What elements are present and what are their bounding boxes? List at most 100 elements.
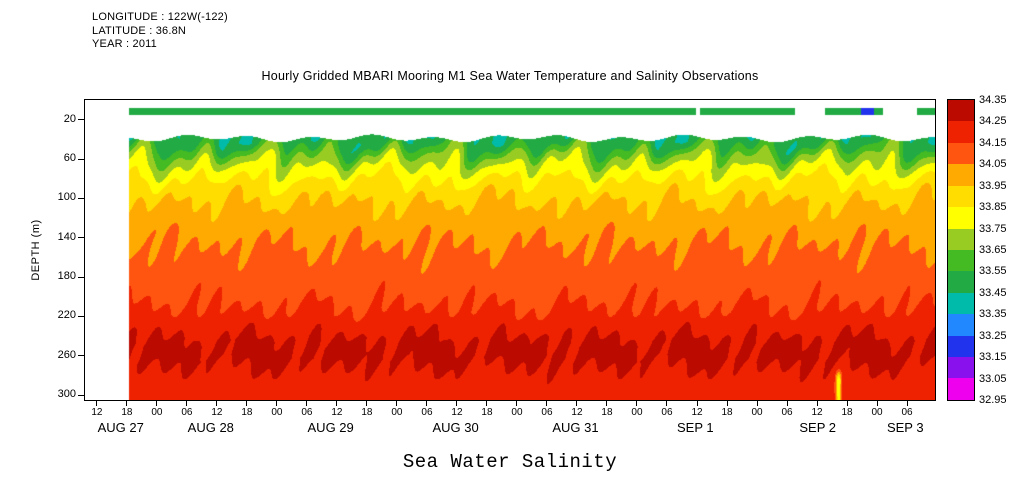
x-tick-mark [666, 401, 668, 406]
x-tick-mark [696, 401, 698, 406]
x-tick-mark [486, 401, 488, 406]
x-tick-label: 06 [781, 407, 793, 418]
x-date-label: AUG 29 [307, 420, 354, 435]
x-tick-mark [576, 401, 578, 406]
colorbar-tick-label: 32.95 [979, 394, 1007, 406]
x-tick-mark [726, 401, 728, 406]
x-tick-label: 06 [421, 407, 433, 418]
colorbar-cell [948, 207, 974, 229]
x-tick-mark [516, 401, 518, 406]
colorbar [947, 99, 975, 401]
colorbar-cell [948, 142, 974, 165]
metadata-longitude: LONGITUDE : 122W(-122) [92, 11, 228, 23]
x-tick-label: 18 [361, 407, 373, 418]
colorbar-tick-label: 33.25 [979, 329, 1007, 342]
colorbar-tick-label: 33.75 [979, 222, 1007, 235]
x-tick-mark [606, 401, 608, 406]
x-tick-mark [756, 401, 758, 406]
colorbar-cell [948, 164, 974, 186]
colorbar-tick-label: 34.05 [979, 158, 1007, 171]
chart-title: Hourly Gridded MBARI Mooring M1 Sea Wate… [261, 69, 759, 83]
x-tick-label: 06 [181, 407, 193, 418]
y-tick-label: 260 [57, 348, 76, 361]
colorbar-tick-label: 33.15 [979, 351, 1007, 364]
x-tick-mark [126, 401, 128, 406]
x-date-label: SEP 1 [676, 420, 714, 435]
x-date-label: AUG 31 [552, 420, 599, 435]
y-tick-mark [78, 119, 85, 121]
metadata-latitude: LATITUDE : 36.8N [92, 24, 187, 37]
x-tick-mark [906, 401, 908, 406]
y-tick-mark [78, 237, 85, 239]
y-tick-label: 300 [57, 388, 76, 401]
x-date-label: AUG 27 [97, 420, 144, 435]
y-tick-label: 140 [57, 230, 76, 243]
colorbar-cell [948, 228, 974, 250]
colorbar-tick-label: 34.25 [979, 115, 1007, 128]
x-tick-label: 00 [391, 407, 403, 418]
x-tick-label: 00 [871, 407, 883, 418]
x-date-label: AUG 28 [187, 420, 234, 435]
colorbar-cell [948, 121, 974, 143]
x-tick-label: 00 [751, 407, 763, 418]
x-tick-label: 00 [151, 407, 163, 418]
x-tick-label: 06 [301, 407, 313, 418]
metadata-year: YEAR : 2011 [92, 38, 157, 50]
x-tick-mark [156, 401, 158, 406]
x-tick-label: 12 [331, 407, 343, 418]
colorbar-cell [948, 271, 974, 293]
colorbar-cell [948, 378, 974, 400]
colorbar-tick-label: 33.65 [979, 244, 1007, 256]
x-tick-mark [546, 401, 548, 406]
x-tick-label: 12 [691, 407, 703, 418]
x-date-label: SEP 2 [799, 420, 836, 435]
x-tick-mark [846, 401, 848, 406]
x-tick-mark [876, 401, 878, 406]
x-tick-label: 12 [811, 407, 823, 418]
colorbar-cell [948, 357, 974, 379]
x-tick-label: 00 [511, 407, 523, 418]
x-tick-mark [216, 401, 218, 406]
x-tick-label: 06 [901, 407, 913, 418]
colorbar-tick-label: 33.35 [979, 308, 1007, 321]
y-tick-label: 20 [63, 112, 76, 125]
colorbar-tick-label: 34.15 [979, 136, 1007, 149]
y-tick-label: 100 [57, 191, 76, 204]
x-tick-mark [816, 401, 818, 406]
colorbar-tick-label: 33.95 [979, 179, 1007, 192]
colorbar-tick-label: 33.85 [979, 201, 1007, 214]
x-tick-label: 00 [271, 407, 283, 418]
x-tick-label: 06 [661, 407, 673, 418]
colorbar-cell [948, 100, 974, 122]
y-tick-label: 180 [57, 270, 76, 283]
x-tick-mark [786, 401, 788, 406]
colorbar-cell [948, 314, 974, 336]
x-tick-label: 18 [121, 407, 133, 418]
metadata-block: LONGITUDE : 122W(-122) LATITUDE : 36.8N … [92, 11, 228, 52]
colorbar-tick-label: 33.45 [979, 286, 1007, 299]
x-tick-label: 12 [451, 407, 463, 418]
y-tick-mark [78, 197, 85, 199]
x-tick-label: 12 [91, 407, 103, 418]
x-tick-mark [96, 401, 98, 406]
y-tick-mark [78, 276, 85, 278]
y-tick-label: 220 [57, 309, 76, 322]
x-tick-label: 12 [211, 407, 223, 418]
x-tick-mark [366, 401, 368, 406]
colorbar-cell [948, 185, 974, 208]
x-tick-label: 00 [631, 407, 643, 418]
y-tick-label: 60 [63, 152, 76, 165]
y-tick-mark [78, 158, 85, 160]
x-tick-mark [186, 401, 188, 406]
y-tick-mark [78, 394, 85, 396]
x-tick-mark [636, 401, 638, 406]
x-tick-label: 18 [601, 407, 613, 418]
x-tick-mark [276, 401, 278, 406]
x-tick-mark [456, 401, 458, 406]
x-tick-mark [306, 401, 308, 406]
x-date-label: SEP 3 [886, 420, 924, 435]
x-tick-label: 12 [571, 407, 583, 418]
bottom-title: Sea Water Salinity [402, 451, 618, 473]
x-tick-mark [426, 401, 428, 406]
